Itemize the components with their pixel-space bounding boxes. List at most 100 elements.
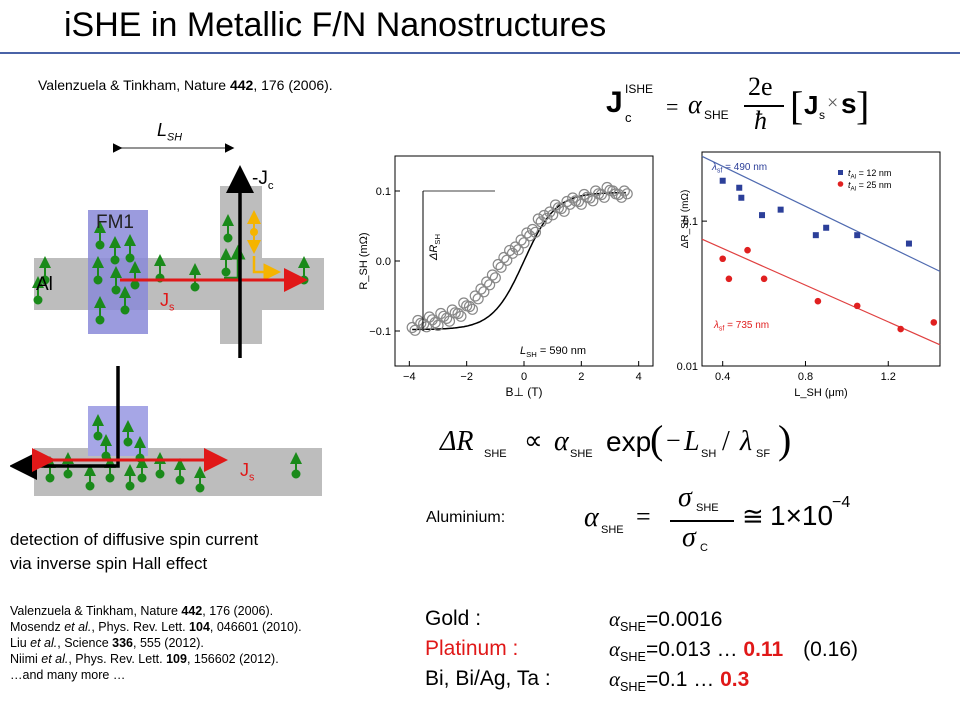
chart2-legend-marker-red [837,181,844,187]
device-top-schematic [32,143,324,358]
chart2-ylabel: ΔR_SH (mΩ) [680,190,691,249]
green-l-arrow [224,244,246,280]
chart1-point [486,269,499,281]
chart1-point [443,315,456,327]
chart1-point [607,185,619,197]
chart2-xtick-label: 1.2 [881,371,896,383]
chart1-delta-label: ΔRSH [428,234,442,261]
chart1-xlabel: B⊥ (T) [505,385,542,399]
chart1-ylabel: R_SH (mΩ) [358,232,370,289]
chart2-lambda-red: λsf = 735 nm [713,320,769,333]
chart1-point [601,181,613,194]
chart2-xlabel: L_SH (μm) [794,387,847,399]
chart1-point [529,226,542,238]
deltar-equation: ΔR SHE ∝ α SHE exp ( − L SH / λ SF ) [440,417,792,462]
material-value-bi: αSHE=0.1 … 0.3 [609,667,750,695]
chart2-point-blue [759,212,766,219]
chart1-xtick-label: 2 [578,371,584,383]
chart2-point-blue [738,194,745,201]
chart2-point-red [744,246,751,254]
chart2-point-red [930,319,938,326]
chart1-point [426,314,438,326]
chart1-point [541,212,553,224]
chart1-lsh-annotation: LSH = 590 nm [520,345,586,359]
chart1-ytick-label: 0.0 [376,256,391,268]
chart2-ytick-label: 0.01 [677,361,698,373]
reference-item: Liu et al., Science 336, 555 (2012). [10,636,204,650]
chart1-point [423,311,436,323]
chart1-point [506,247,519,259]
chart1-point [463,300,476,313]
al-strip-bottom [34,448,322,496]
chart1-point [432,319,444,331]
reference-item: …and many more … [10,668,126,682]
lsh-label: LSH [157,120,183,144]
chart1-point [613,188,625,201]
chart1-point [538,209,550,222]
chart1-point [521,227,533,239]
chart1-point [452,307,464,320]
device-bottom-schematic [10,366,322,496]
chart1-xtick-label: 0 [521,371,527,383]
chart1-point [561,195,573,208]
material-name-bi: Bi, Bi/Ag, Ta : [425,667,551,690]
al-label: Al [36,274,53,295]
al-strip [34,258,324,310]
chart2-point-red [725,275,733,283]
material-name-gold: Gold : [425,607,482,630]
chart1-point [429,317,441,329]
reference-item: Mosendz et al., Phys. Rev. Lett. 104, 04… [10,620,302,634]
chart2-frame [701,151,941,367]
chart1-point [621,188,633,200]
chart2-point-red [719,255,726,263]
description: detection of diffusive spin current via … [10,530,259,573]
title-bar [0,0,960,54]
chart1-point [458,297,470,309]
chart1-point [455,310,467,322]
chart2-point-red [760,275,768,283]
aluminium-equation: α SHE = σ SHE σ C ≅ 1×10 −4 [584,482,851,554]
chart1-point [504,244,516,257]
chart1-point [489,272,501,284]
aluminium-label: Aluminium: [426,509,506,526]
chart1-ytick-label: 0.1 [376,186,391,198]
reference-list: Valenzuela & Tinkham, Nature 442, 176 (2… [10,603,302,683]
material-value-platinum: αSHE=0.013 … 0.11 (0.16) [609,637,858,665]
chart1-point [618,185,630,197]
chart2-legend-red: tAl = 25 nm [848,180,891,192]
fm1-label: FM1 [96,212,134,233]
chart2-point-blue [823,224,830,231]
chart1-point [532,213,544,225]
chart2-point-blue [777,206,784,213]
chart2-point-blue [905,240,912,247]
reference-item: Niimi et al., Phys. Rev. Lett. 109, 1566… [10,652,279,666]
chart1-point [446,304,458,316]
slide-title: iSHE in Metallic F/N Nanostructures [64,6,607,44]
js-label-bottom: Js [240,460,255,484]
chart1-point [578,188,590,201]
chart1-point [615,191,628,203]
chart2-legend-blue: tAl = 12 nm [848,168,891,180]
chart1-point [535,216,547,228]
chart2-point-blue [719,177,726,184]
chart1-xtick-label: −4 [403,371,416,383]
top-reference: Valenzuela & Tinkham, Nature 442, 176 (2… [38,77,333,93]
chart2-point-red [853,302,861,310]
chart1-xtick-label: −2 [460,371,473,383]
chart1-point [567,192,579,204]
chart2-point-blue [736,184,743,191]
chart2-point-blue [854,232,861,239]
js-label-top: Js [160,290,175,314]
chart1-point [590,185,602,197]
reference-item: Valenzuela & Tinkham, Nature 442, 176 (2… [10,604,274,618]
chart-deltar-vs-lsh: 0.4 0.8 1.2 0.1 0.01 λsf = 490 nm λsf = 735 nm… [677,151,941,399]
chart1-point [466,303,479,315]
chart2-xtick-label: 0.4 [715,371,730,383]
yellow-spin-marker [247,210,281,281]
jishe-equation: J ISHE c = α SHE 2e ħ [ J s × s ] [606,72,870,135]
chart2-legend-marker-blue [838,170,843,175]
chart2-point-blue [812,232,819,239]
chart1-ytick-label: −0.1 [369,326,391,338]
material-name-platinum: Platinum : [425,637,519,660]
chart2-xtick-label: 0.8 [798,371,813,383]
